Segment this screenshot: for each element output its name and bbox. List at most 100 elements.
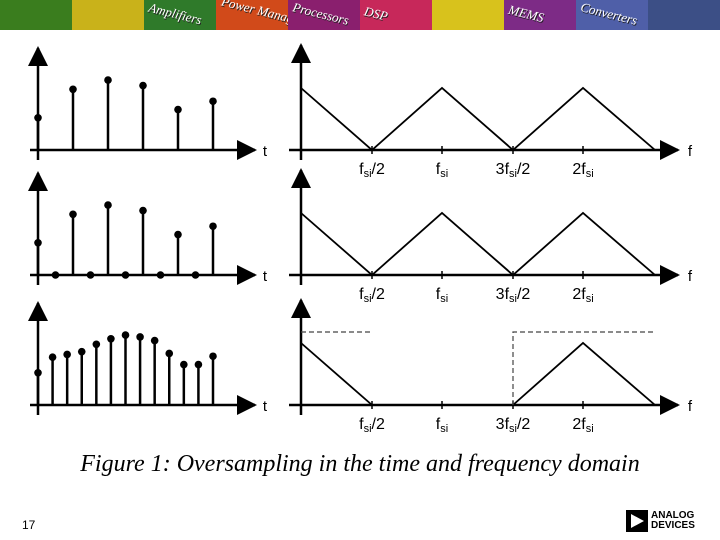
sample-point — [209, 352, 217, 361]
freq-axis-label: f — [688, 398, 693, 415]
banner-tile — [0, 0, 72, 30]
figure-caption: Figure 1: Oversampling in the time and f… — [80, 451, 640, 477]
time-axis-label: t — [263, 143, 268, 160]
tick-sub: si — [440, 168, 448, 180]
sample-point — [174, 230, 182, 239]
banner-tile: Power Management — [216, 0, 288, 30]
logo-triangle-icon — [626, 510, 648, 532]
sample-point — [139, 81, 147, 90]
tick-main: f — [359, 161, 364, 178]
banner-tile-label: Amplifiers — [147, 0, 204, 28]
freq-tick-label: fsi/2 — [359, 161, 385, 180]
sample-point — [156, 271, 165, 279]
banner-tile — [648, 0, 720, 30]
banner-tile-label: Converters — [579, 0, 639, 28]
banner-tile-label: Power Management — [219, 0, 288, 30]
sample-point — [136, 333, 144, 341]
banner-tile: MEMS — [504, 0, 576, 30]
sample-point — [209, 222, 217, 231]
sample-point — [180, 360, 188, 369]
banner-tile-label: DSP — [362, 3, 390, 24]
sample-point — [121, 331, 130, 339]
freq-axis-label: f — [688, 268, 693, 285]
sample-point — [194, 360, 203, 369]
filter-response-dashed — [512, 331, 655, 405]
tick-main: f — [436, 286, 441, 303]
freq-tick-label: 2fsi — [572, 286, 593, 305]
sample-point — [34, 239, 42, 247]
sample-point — [150, 336, 159, 345]
time-axis-label: t — [263, 398, 268, 415]
tick-main: 3f — [496, 416, 510, 433]
tick-main: f — [359, 286, 364, 303]
freq-tick-label: 2fsi — [572, 161, 593, 180]
freq-tick-label: fsi/2 — [359, 416, 385, 435]
banner-tile: DSP — [360, 0, 432, 30]
freq-tick-label: fsi — [436, 416, 448, 435]
sample-point — [34, 369, 42, 377]
spectrum-line — [300, 86, 656, 152]
banner-tile: Processors — [288, 0, 360, 30]
tick-sub: si — [440, 423, 448, 435]
banner-tile — [72, 0, 144, 30]
tick-sub: si — [364, 168, 372, 180]
tick-suffix: /2 — [517, 416, 530, 433]
freq-tick-label: 2fsi — [572, 416, 593, 435]
sample-point — [77, 347, 86, 356]
tick-sub: si — [509, 168, 517, 180]
tick-sub: si — [586, 168, 594, 180]
freq-tick-label: 3fsi/2 — [496, 286, 531, 305]
tick-main: 2f — [572, 286, 586, 303]
tick-main: 3f — [496, 286, 510, 303]
sample-point — [107, 334, 115, 343]
sample-point — [86, 271, 95, 279]
sample-point — [139, 206, 147, 215]
spectrum-line — [512, 341, 656, 406]
sample-point — [209, 97, 217, 106]
spectrum-line — [300, 211, 656, 277]
freq-tick-label: fsi — [436, 286, 448, 305]
time-axis-label: t — [263, 268, 268, 285]
sample-point — [34, 114, 42, 122]
sample-point — [48, 353, 57, 361]
sample-point — [104, 76, 112, 84]
tick-main: f — [436, 416, 441, 433]
tick-suffix: /2 — [517, 286, 530, 303]
banner-tile — [432, 0, 504, 30]
banner-tile-label: Processors — [291, 0, 351, 28]
freq-axis-label: f — [688, 143, 693, 160]
sample-point — [63, 350, 71, 359]
logo-line-2: DEVICES — [651, 520, 695, 531]
banner-tile: Amplifiers — [144, 0, 216, 30]
sample-point — [191, 271, 200, 279]
sample-point — [51, 271, 60, 279]
tick-suffix: /2 — [517, 161, 530, 178]
banner-tile: Converters — [576, 0, 648, 30]
sample-point — [92, 340, 101, 349]
analog-devices-logo: ANALOG DEVICES — [626, 510, 695, 532]
freq-tick-label: fsi/2 — [359, 286, 385, 305]
sample-point — [121, 271, 130, 279]
freq-tick-label: fsi — [436, 161, 448, 180]
logo-line-1: ANALOG — [651, 510, 695, 521]
sample-point — [69, 210, 77, 219]
sample-point — [174, 105, 182, 114]
spectrum-line — [300, 342, 373, 406]
tick-sub: si — [440, 293, 448, 305]
sample-point — [104, 201, 112, 209]
tick-suffix: /2 — [372, 286, 385, 303]
sample-point — [165, 349, 174, 358]
page-number: 17 — [22, 518, 36, 532]
tick-suffix: /2 — [372, 416, 385, 433]
tick-main: f — [359, 416, 364, 433]
tick-sub: si — [586, 293, 594, 305]
sample-point — [69, 85, 77, 94]
tick-sub: si — [364, 293, 372, 305]
freq-tick-label: 3fsi/2 — [496, 161, 531, 180]
tick-sub: si — [586, 423, 594, 435]
header-banner: Amplifiers Power Management Processors DSP M… — [0, 0, 720, 30]
tick-sub: si — [364, 423, 372, 435]
